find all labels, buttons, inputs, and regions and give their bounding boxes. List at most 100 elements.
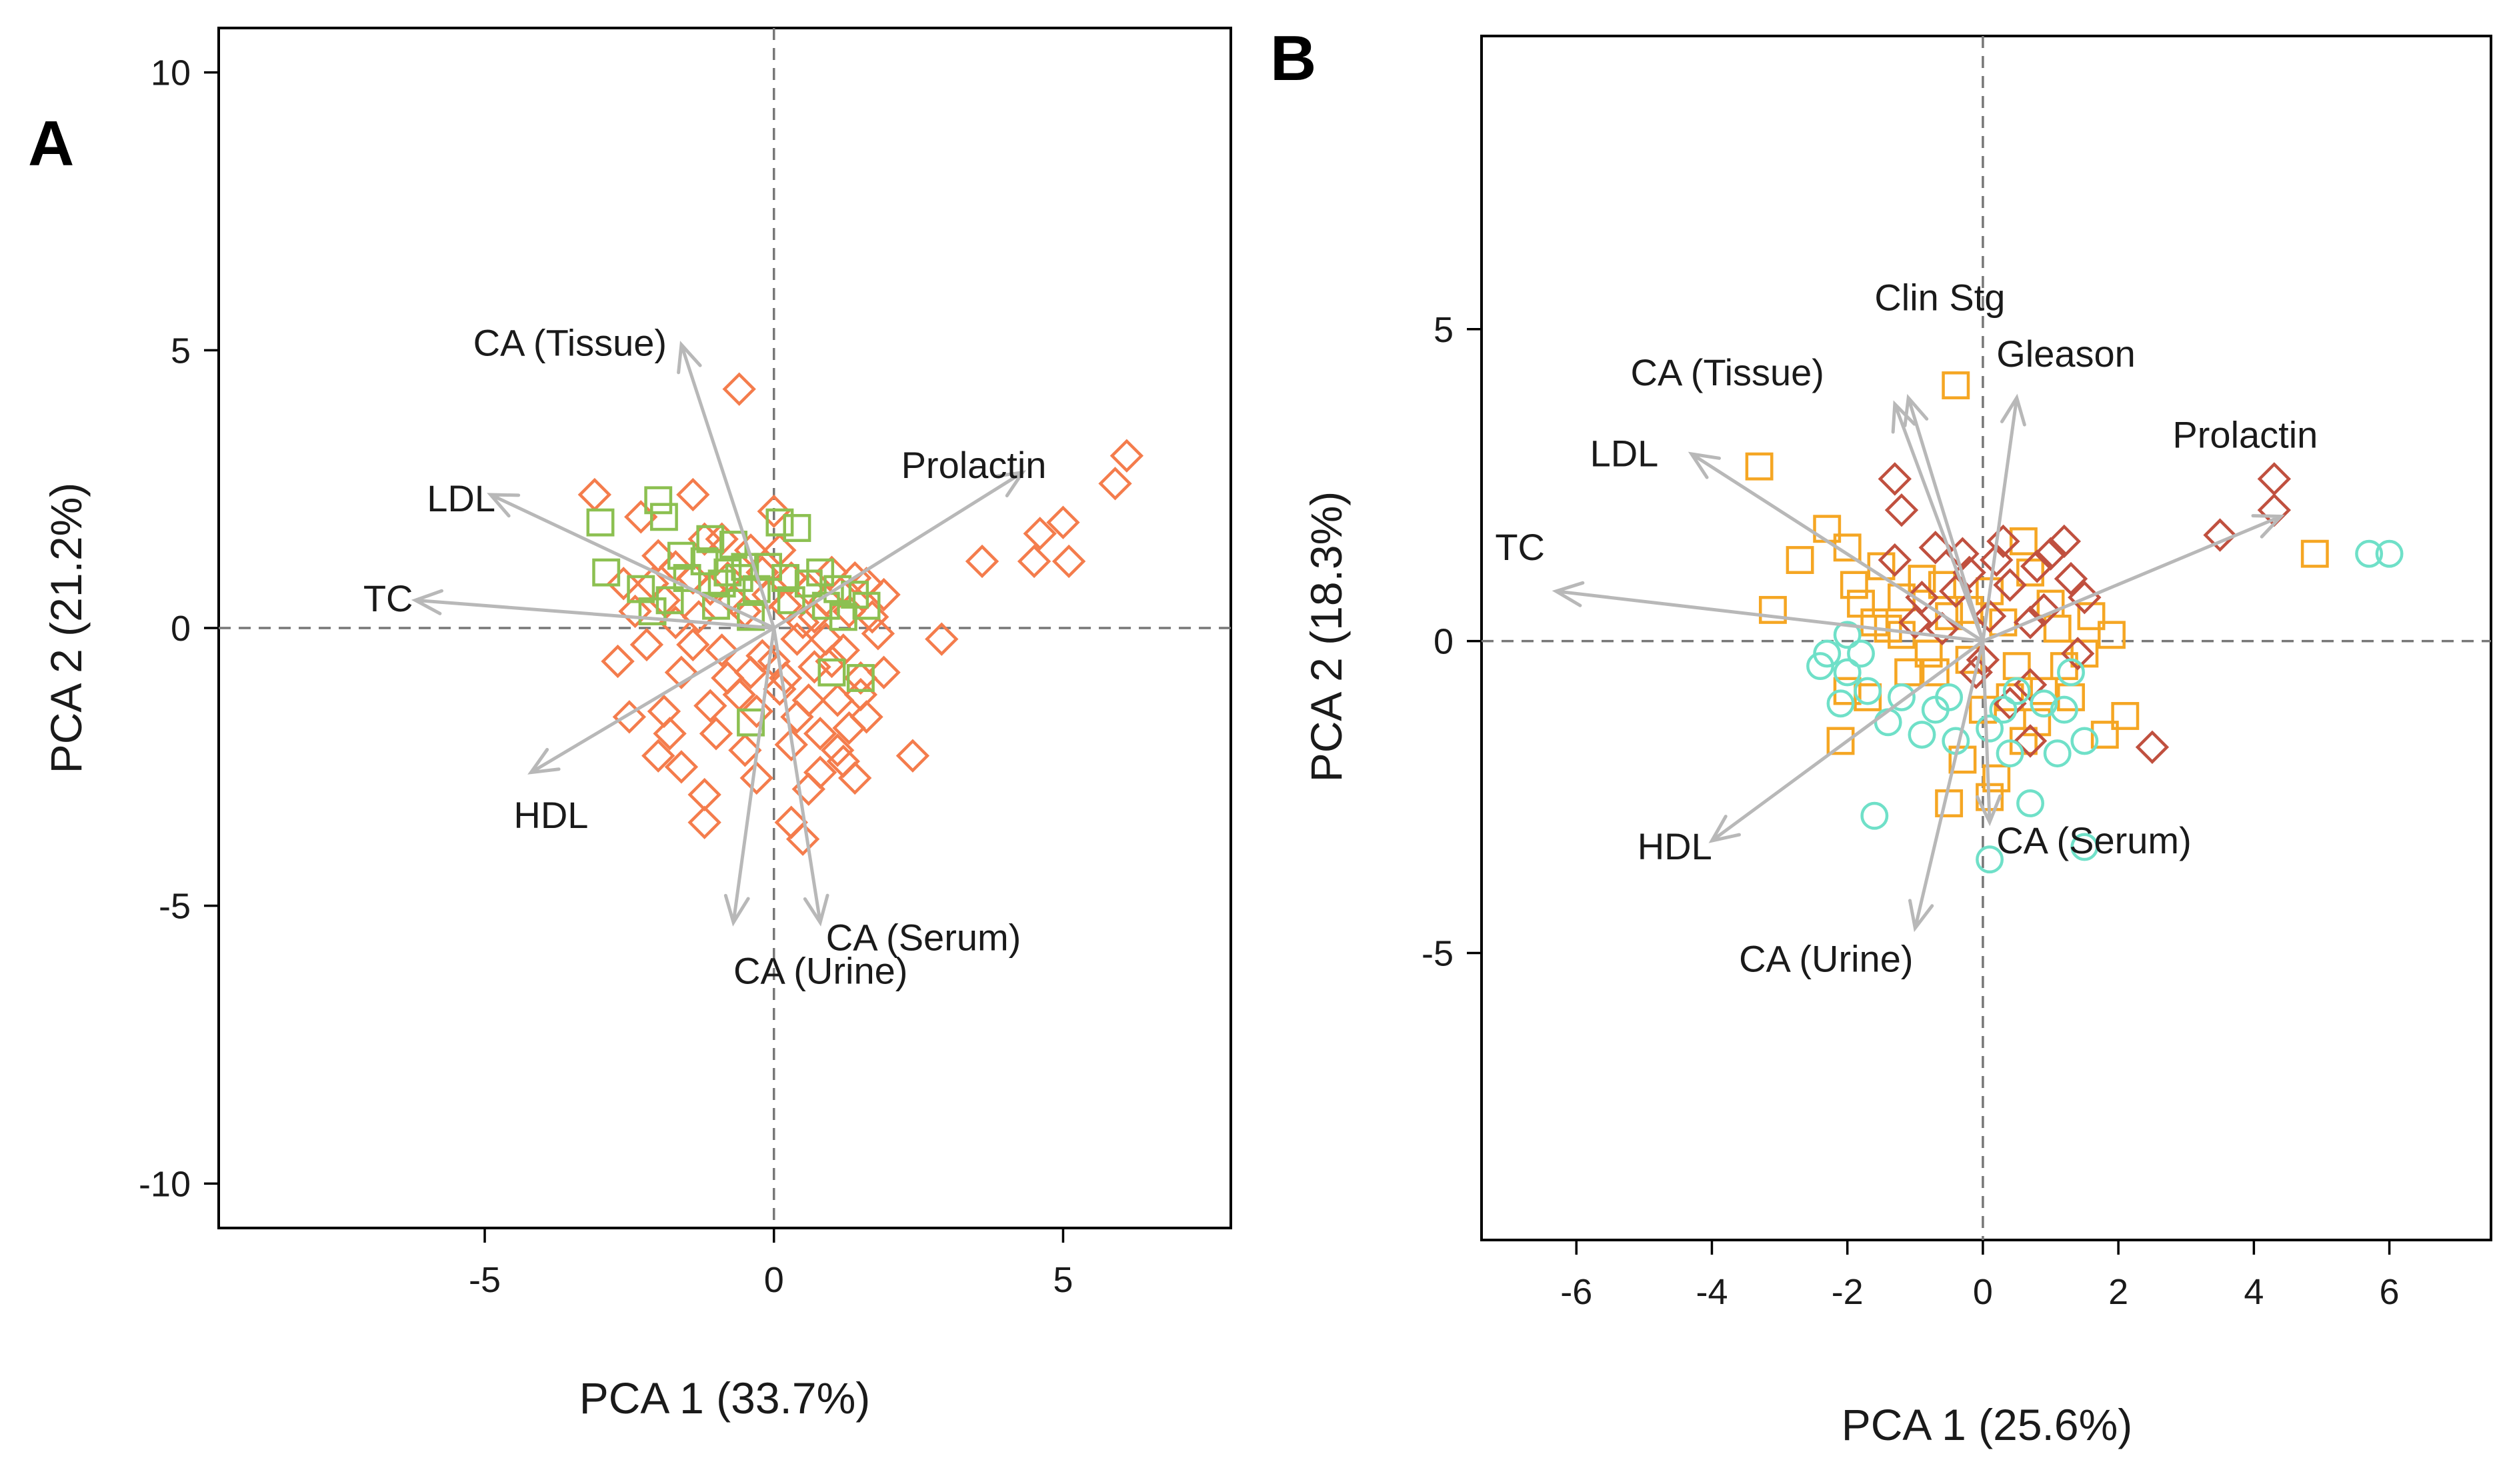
panel-a-data-point: [641, 739, 675, 773]
panel-a-data-point: [676, 627, 710, 662]
panel-a-data-point: [687, 522, 721, 556]
panel-b-arrow-label-tc: TC: [1495, 526, 1545, 568]
panel-a-data-point: [649, 503, 678, 531]
panel-b-data-point: [2070, 727, 2099, 755]
panel-b-data-point: [1996, 739, 2024, 768]
panel-a-y-tick-label: 5: [171, 331, 191, 371]
panel-b-series-2: [1878, 462, 2292, 764]
panel-b-data-point: [2375, 539, 2404, 568]
panel-a-y-tick-label: -10: [139, 1164, 191, 1204]
panel-a-data-point: [925, 622, 959, 656]
panel-b-arrow-gleason: [1981, 393, 2026, 643]
panel-a-data-point: [733, 655, 768, 689]
panel-a-data-point: [765, 508, 794, 537]
panel-a-data-point: [794, 569, 823, 598]
panel-b-data-point: [1935, 602, 1964, 631]
panel-a-arrow-ca-tissue: [677, 341, 776, 630]
panel-a-data-point: [763, 672, 797, 706]
panel-a-data-point: [667, 541, 695, 570]
panel-a-arrow-label-tc: TC: [363, 577, 413, 619]
panel-b-x-tick-label: -4: [1696, 1272, 1728, 1312]
panel-b-data-point: [2034, 537, 2068, 571]
panel-b-data-point: [2098, 621, 2126, 649]
panel-b-data-point: [1878, 543, 1912, 577]
panel-b-data-point: [1854, 677, 1882, 705]
panel-b-data-point: [1928, 571, 1956, 599]
panel-a-data-point: [653, 717, 687, 751]
panel-b-loading-vectors: Clin Stg CA (Tissue) Gleason LDL TC HDL CA (Ur…: [1495, 277, 2318, 980]
panel-a-data-point: [849, 700, 883, 734]
panel-b-data-point: [1786, 546, 1814, 574]
panel-a-data-point: [676, 477, 710, 512]
panel-a-data-point: [1023, 517, 1057, 551]
panel-b-data-point: [2070, 833, 2099, 861]
panel-a-data-point: [965, 544, 999, 579]
panel-b-data-point: [2009, 527, 2038, 555]
panel-b: B -6 -4 -2 0 2 4 6 5 0 -5 Clin Stg CA (Tissue) Glea…: [1270, 23, 2492, 1449]
panel-b-arrow-ca-urine: [1908, 639, 1985, 933]
panel-b-data-point: [1847, 639, 1875, 668]
panel-a-data-points: [577, 372, 1144, 856]
panel-a-data-point: [737, 708, 765, 737]
panel-b-data-point: [1898, 605, 1932, 639]
panel-a-arrow-prolactin: [772, 470, 1026, 630]
panel-a-arrow-label-prolactin: Prolactin: [901, 444, 1047, 486]
panel-b-arrow-label-ca-tissue: CA (Tissue): [1631, 351, 1824, 393]
panel-a-arrow-label-hdl: HDL: [513, 794, 588, 836]
panel-a-y-tick-label: 10: [151, 53, 191, 93]
panel-b-arrow-label-ldl: LDL: [1590, 433, 1659, 475]
panel-b-data-point: [2002, 677, 2031, 705]
panel-b-data-point: [2111, 702, 2140, 730]
panel-b-data-point: [1745, 452, 1774, 481]
panel-a-data-point: [607, 567, 641, 601]
panel-a-data-point: [1046, 505, 1080, 539]
panel-a-arrow-label-ldl: LDL: [427, 477, 495, 519]
panel-a-data-point: [586, 508, 615, 537]
panel-a-arrow-ldl: [487, 493, 776, 630]
panel-a-data-point: [783, 514, 811, 542]
panel-b-data-point: [2300, 539, 2329, 568]
panel-b-data-point: [1948, 745, 1977, 774]
panel-b-data-point: [1976, 845, 2004, 874]
panel-b-data-point: [1878, 462, 1912, 496]
panel-b-data-point: [1806, 652, 1835, 681]
panel-b-data-point: [1908, 721, 1936, 749]
panel-b-data-point: [1833, 621, 1862, 649]
panel-b-data-point: [1968, 695, 1997, 724]
panel-a-x-tick-label: 0: [764, 1260, 784, 1300]
panel-b-data-point: [2090, 721, 2119, 749]
panel-b-data-point: [2057, 658, 2085, 687]
panel-a-data-point: [867, 577, 901, 612]
panel-b-arrow-hdl: [1708, 639, 1985, 843]
panel-a-data-point: [774, 727, 808, 762]
panel-b-arrow-ca-tissue: [1891, 400, 1985, 643]
panel-b-data-point: [1860, 608, 1889, 637]
panel-b-y-tick-label: -5: [1422, 934, 1454, 974]
panel-a-y-tick-label: -5: [159, 887, 191, 927]
panel-a-data-point: [823, 575, 852, 603]
panel-a-data-point: [774, 805, 808, 839]
panel-a-data-point: [803, 717, 837, 751]
panel-a-data-point: [705, 633, 739, 667]
panel-b-data-point: [1959, 655, 1993, 689]
panel-a-data-point: [739, 694, 773, 729]
panel-a: A -5 0 5 10 5 0 -5 -10 CA (Tissue) LDL TC HDL CA (U…: [28, 27, 1232, 1423]
panel-a-data-point: [1017, 544, 1051, 579]
panel-b-x-tick-label: 6: [2380, 1272, 2400, 1312]
panel-b-data-point: [2203, 518, 2237, 552]
panel-a-data-point: [739, 761, 773, 795]
panel-b-axis-ticks: -6 -4 -2 0 2 4 6 5 0 -5: [1422, 310, 2400, 1312]
panel-b-data-point: [1826, 727, 1855, 755]
panel-a-data-point: [820, 683, 855, 717]
panel-b-arrow-label-ca-urine: CA (Urine): [1739, 938, 1913, 980]
panel-a-data-point: [815, 555, 849, 589]
panel-b-data-point: [1860, 801, 1889, 830]
panel-b-data-point: [1758, 595, 1787, 624]
panel-a-data-point: [696, 525, 725, 553]
panel-b-data-point: [2016, 789, 2044, 817]
panel-b-data-point: [1942, 371, 1970, 399]
panel-b-arrow-label-prolactin: Prolactin: [2172, 414, 2318, 456]
panel-b-data-point: [1905, 580, 1939, 615]
panel-a-arrow-tc: [411, 589, 776, 630]
